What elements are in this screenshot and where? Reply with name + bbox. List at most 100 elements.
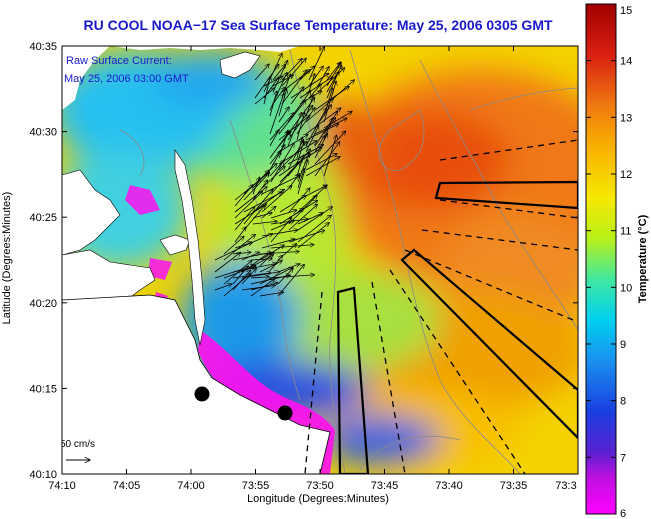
current-vector: [234, 185, 253, 207]
current-vector: [272, 87, 285, 105]
current-vector: [278, 141, 317, 165]
current-vector: [223, 260, 252, 285]
x-tick-label: 74:10: [48, 480, 76, 492]
current-vector: [278, 141, 307, 171]
colorbar-label: Temperature (°C): [637, 214, 649, 303]
current-vector: [314, 111, 337, 147]
current-vector: [254, 64, 279, 99]
current-vector: [287, 112, 302, 147]
current-vector: [297, 213, 323, 225]
current-vector: [261, 239, 295, 249]
current-vector: [299, 77, 333, 99]
radial-survey-lines: [304, 139, 578, 474]
current-vector: [269, 150, 281, 171]
current-vector: [223, 236, 244, 255]
current-vector: [268, 275, 314, 279]
current-vector: [243, 205, 265, 231]
current-legend-line2: May 25, 2006 03:00 GMT: [64, 73, 189, 85]
bathymetry-contours: [119, 49, 578, 474]
current-vector: [252, 234, 273, 243]
y-tick-label: 40:30: [29, 127, 57, 139]
x-tick-label: 73:40: [435, 480, 463, 492]
current-vector: [323, 135, 337, 177]
current-vector: [263, 77, 270, 105]
y-axis-ticks: 40:35 40:30 40:25 40:20 40:15 40:10: [29, 41, 578, 481]
scale-label: 50 cm/s: [60, 439, 95, 450]
current-vector: [223, 274, 250, 297]
colorbar: 15 14 13 12 11 10 9 8 7 6 Temperature (°C): [585, 3, 649, 519]
y-tick-label: 40:20: [29, 298, 57, 310]
station-marker-1: [194, 386, 210, 402]
current-vector: [279, 208, 304, 225]
current-vector: [252, 189, 284, 213]
current-vector: [278, 154, 311, 177]
current-vector: [297, 207, 332, 231]
current-vector: [269, 91, 277, 117]
station-marker-2: [277, 405, 293, 421]
current-vector: [290, 87, 304, 105]
current-vector: [308, 66, 323, 87]
current-vector: [259, 261, 282, 273]
colorbar-tick-label: 12: [620, 169, 632, 181]
current-vector: [269, 93, 284, 135]
current-vector: [259, 252, 274, 267]
current-vector: [234, 191, 263, 219]
colorbar-tick-label: 8: [620, 396, 626, 408]
current-vector: [278, 107, 289, 123]
plot-area: Raw Surface Current: May 25, 2006 03:00 …: [60, 46, 578, 474]
colorbar-tick-label: 11: [620, 226, 631, 238]
current-vector: [287, 139, 304, 171]
current-vector: [243, 173, 269, 201]
current-vector: [268, 255, 283, 273]
x-tick-label: 73:35: [500, 480, 528, 492]
current-vector: [252, 177, 260, 195]
current-vector: [270, 162, 300, 195]
x-axis-label: Longitude (Degrees:Minutes): [247, 493, 389, 505]
current-vector: [250, 279, 275, 297]
current-vector: [290, 73, 329, 99]
current-vector: [314, 136, 324, 153]
colorbar-tick-label: 13: [620, 112, 632, 124]
current-vector: [297, 169, 304, 189]
current-vector: [308, 74, 315, 93]
current-vector: [288, 204, 317, 231]
current-vector: [214, 284, 232, 291]
current-vector: [314, 131, 346, 165]
y-tick-label: 40:15: [29, 383, 57, 395]
current-vector: [232, 266, 249, 285]
current-vector: [272, 60, 288, 93]
current-vector: [270, 218, 292, 243]
current-vector: [305, 154, 337, 171]
current-vector: [269, 72, 287, 111]
current-vector: [250, 277, 269, 278]
current-vector: [281, 70, 307, 105]
current-legend-line1: Raw Surface Current:: [66, 55, 172, 67]
current-vector: [234, 227, 246, 243]
x-axis-ticks: 74:10 74:05 74:00 73:55 73:50 73:45 73:40 73:35…: [48, 46, 579, 492]
current-vector: [278, 115, 310, 141]
colorbar-gradient: [585, 3, 617, 515]
current-vector: [243, 189, 273, 225]
current-vector: [214, 252, 241, 273]
current-vector: [279, 196, 306, 213]
current-vector: [297, 215, 331, 243]
current-vector: [269, 130, 279, 147]
x-tick-label: 74:05: [113, 480, 141, 492]
current-vector: [287, 105, 313, 141]
current-vector: [297, 160, 308, 195]
current-vector: [288, 195, 317, 225]
current-vector: [278, 89, 287, 117]
current-vector: [314, 118, 347, 135]
current-vector: [252, 180, 268, 201]
current-vector: [297, 223, 329, 249]
x-tick-label: 73:3: [555, 480, 576, 492]
current-vector: [277, 264, 304, 297]
current-vector: [270, 210, 297, 219]
current-vector: [288, 188, 310, 213]
current-vector: [305, 126, 319, 153]
figure-title: RU COOL NOAA−17 Sea Surface Temperature:…: [83, 17, 553, 33]
current-vector: [296, 113, 304, 141]
colorbar-tick-label: 10: [620, 282, 632, 294]
current-vector: [305, 124, 339, 141]
